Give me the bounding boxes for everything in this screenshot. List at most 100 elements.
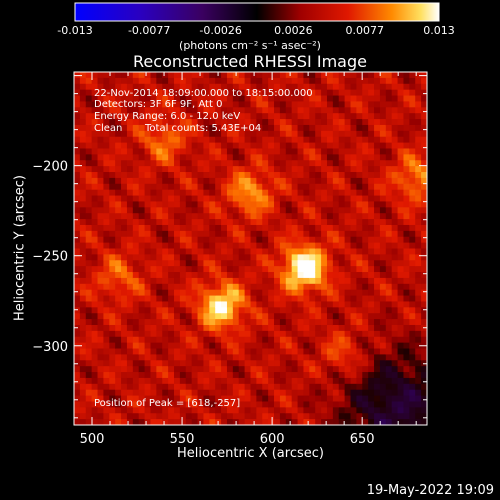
heatmap-cell bbox=[238, 272, 246, 279]
heatmap-cell bbox=[250, 119, 257, 126]
heatmap-cell bbox=[326, 383, 334, 391]
heatmap-cell bbox=[356, 160, 363, 167]
heatmap-cell bbox=[97, 130, 105, 138]
heatmap-cell bbox=[350, 72, 357, 79]
heatmap-cell bbox=[338, 201, 346, 208]
heatmap-cell bbox=[379, 372, 387, 379]
heatmap-cell bbox=[285, 83, 293, 91]
heatmap-cell bbox=[421, 124, 427, 132]
heatmap-cell bbox=[91, 101, 99, 108]
heatmap-cell bbox=[344, 201, 352, 208]
heatmap-cell bbox=[162, 130, 169, 138]
heatmap-cell bbox=[168, 366, 175, 373]
heatmap-cell bbox=[403, 201, 410, 208]
heatmap-cell bbox=[226, 277, 234, 285]
heatmap-cell bbox=[362, 301, 369, 308]
heatmap-cell bbox=[250, 195, 257, 203]
heatmap-cell bbox=[379, 219, 387, 226]
heatmap-cell bbox=[379, 189, 387, 197]
heatmap-cell bbox=[415, 407, 422, 414]
heatmap-cell bbox=[150, 224, 157, 232]
heatmap-cell bbox=[403, 189, 410, 197]
heatmap-cell bbox=[121, 242, 128, 250]
heatmap-cell bbox=[350, 224, 357, 232]
heatmap-cell bbox=[138, 177, 146, 185]
heatmap-cell bbox=[144, 219, 152, 226]
heatmap-cell bbox=[321, 154, 328, 161]
heatmap-cell bbox=[150, 389, 157, 397]
heatmap-cell bbox=[279, 313, 287, 320]
heatmap-cell bbox=[262, 95, 269, 103]
heatmap-cell bbox=[321, 360, 328, 367]
heatmap-cell bbox=[362, 413, 369, 420]
heatmap-cell bbox=[421, 148, 427, 155]
heatmap-cell bbox=[179, 154, 187, 161]
heatmap-cell bbox=[185, 213, 193, 220]
heatmap-cell bbox=[197, 166, 205, 173]
heatmap-cell bbox=[103, 72, 110, 79]
heatmap-cell bbox=[315, 277, 322, 285]
heatmap-cell bbox=[126, 148, 134, 155]
heatmap-cell bbox=[244, 377, 252, 385]
heatmap-cell bbox=[221, 348, 228, 355]
heatmap-cell bbox=[144, 348, 152, 355]
heatmap-cell bbox=[303, 336, 310, 344]
heatmap-cell bbox=[238, 119, 246, 126]
heatmap-cell bbox=[197, 295, 205, 303]
heatmap-cell bbox=[191, 95, 199, 103]
heatmap-cell bbox=[262, 248, 269, 255]
heatmap-cell bbox=[168, 119, 175, 126]
heatmap-cell bbox=[350, 119, 357, 126]
heatmap-cell bbox=[209, 230, 216, 238]
heatmap-cell bbox=[203, 407, 210, 414]
heatmap-cell bbox=[321, 419, 328, 425]
heatmap-cell bbox=[168, 230, 175, 238]
heatmap-cell bbox=[138, 289, 146, 297]
heatmap-cell bbox=[121, 307, 128, 314]
heatmap-cell bbox=[179, 366, 187, 373]
heatmap-cell bbox=[185, 172, 193, 179]
heatmap-cell bbox=[150, 142, 157, 150]
heatmap-cell bbox=[209, 95, 216, 103]
heatmap-cell bbox=[403, 354, 410, 361]
heatmap-cell bbox=[138, 172, 146, 179]
heatmap-cell bbox=[385, 289, 393, 297]
heatmap-cell bbox=[256, 107, 263, 114]
heatmap-cell bbox=[409, 372, 416, 379]
heatmap-cell bbox=[332, 342, 340, 350]
heatmap-cell bbox=[103, 360, 110, 367]
heatmap-cell bbox=[368, 413, 375, 420]
heatmap-cell bbox=[321, 260, 328, 267]
heatmap-cell bbox=[279, 136, 287, 144]
heatmap-cell bbox=[126, 236, 134, 244]
heatmap-cell bbox=[403, 183, 410, 191]
heatmap-cell bbox=[203, 313, 210, 320]
heatmap-cell bbox=[74, 248, 81, 255]
heatmap-cell bbox=[297, 219, 305, 226]
heatmap-cell bbox=[97, 230, 105, 238]
heatmap-cell bbox=[297, 154, 305, 161]
heatmap-cell bbox=[256, 289, 263, 297]
heatmap-cell bbox=[303, 124, 310, 132]
heatmap-cell bbox=[274, 207, 281, 214]
heatmap-cell bbox=[121, 383, 128, 391]
heatmap-cell bbox=[409, 148, 416, 155]
heatmap-cell bbox=[297, 148, 305, 155]
heatmap-cell bbox=[397, 377, 405, 385]
heatmap-cell bbox=[332, 124, 340, 132]
heatmap-cell bbox=[374, 130, 381, 138]
heatmap-cell bbox=[126, 383, 134, 391]
heatmap-cell bbox=[168, 166, 175, 173]
heatmap-cell bbox=[126, 360, 134, 367]
heatmap-cell bbox=[121, 348, 128, 355]
y-tick-label: −250 bbox=[32, 250, 68, 265]
heatmap-cell bbox=[397, 72, 405, 79]
heatmap-cell bbox=[268, 377, 275, 385]
heatmap-cell bbox=[209, 413, 216, 420]
heatmap-cell bbox=[168, 401, 175, 408]
heatmap-cell bbox=[174, 383, 181, 391]
heatmap-cell bbox=[274, 372, 281, 379]
heatmap-cell bbox=[244, 372, 252, 379]
heatmap-cell bbox=[268, 242, 275, 250]
heatmap-cell bbox=[97, 301, 105, 308]
